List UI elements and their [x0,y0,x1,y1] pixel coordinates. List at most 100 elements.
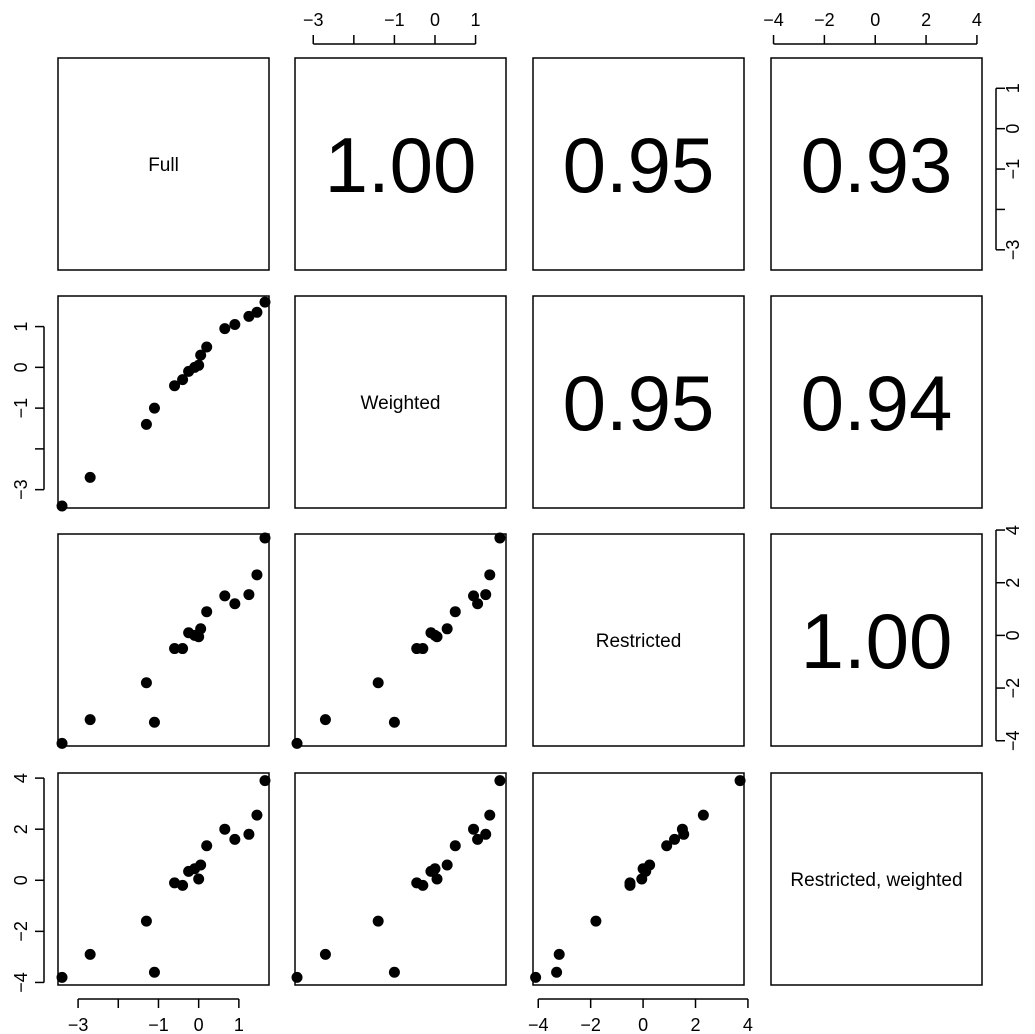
point-r3-c0-0 [56,971,68,983]
point-r3-c1-9 [441,859,453,871]
left-axis-restricted-weighted-tick-label-3: 2 [11,824,31,834]
correlation-r0-c2: 0.95 [563,121,715,209]
correlation-r1-c2: 0.95 [563,359,715,447]
point-r2-c1-1 [319,714,331,726]
point-r3-c1-3 [388,966,400,978]
left-axis-weighted-tick-label-3: 0 [11,362,31,372]
bottom-axis-restricted-tick-label-2: 0 [638,1015,648,1034]
point-r1-c0-12 [229,319,241,331]
point-r1-c0-9 [195,349,207,361]
panel-frame-r1-c1 [294,295,507,509]
point-r3-c2-9 [644,859,656,871]
panel-frame-r0-c0 [57,57,270,271]
right-axis-restricted-tick-label-1: −2 [1003,678,1023,699]
point-r2-c0-11 [219,590,231,602]
diagonal-label-restricted-weighted: Restricted, weighted [790,870,962,891]
bottom-axis-restricted-tick-label-3: 2 [691,1015,701,1034]
point-r2-c0-13 [243,589,255,601]
point-r3-c1-2 [372,915,384,927]
point-r3-c2-1 [553,948,565,960]
diagonal-label-full: Full [148,155,179,176]
point-r2-c1-2 [372,677,384,689]
right-axis-restricted-tick-label-3: 2 [1003,578,1023,588]
point-r1-c0-2 [140,418,152,430]
point-r1-c0-4 [169,380,181,392]
right-axis-full-tick-label-2: −1 [1003,159,1023,180]
top-axis-weighted-tick-label-0: −3 [303,10,324,30]
correlation-r1-c3: 0.94 [801,359,953,447]
panel-frame-r3-c3 [770,772,983,986]
top-axis-restricted-weighted-tick-label-0: −4 [763,10,784,30]
right-axis-full-tick-label-0: −3 [1003,240,1023,261]
correlation-r0-c1: 1.00 [325,121,477,209]
point-r3-c0-3 [148,966,160,978]
point-r1-c0-0 [56,500,68,512]
top-axis-weighted-tick-label-4: 1 [471,10,481,30]
point-r1-c0-15 [259,296,271,308]
point-r3-c2-0 [530,971,542,983]
right-axis-restricted-tick-label-4: 4 [1003,525,1023,535]
right-axis-restricted-tick-label-0: −4 [1003,730,1023,751]
panel-frame-r3-c2 [532,772,745,986]
panel-frame-r3-c1 [294,772,507,986]
panel-frame-r2-c2 [532,533,745,747]
point-r2-c0-10 [201,606,213,618]
right-axis-full-tick-label-4: 1 [1003,83,1023,93]
point-r2-c0-2 [140,677,152,689]
diagonal-label-weighted: Weighted [361,393,441,414]
point-r3-c0-5 [177,879,189,891]
point-r1-c0-10 [201,341,213,353]
point-r2-c1-3 [388,716,400,728]
point-r2-c0-4 [169,643,181,655]
point-r1-c0-1 [84,471,96,483]
point-r3-c2-14 [697,809,709,821]
point-r3-c2-12 [669,833,681,845]
bottom-axis-full-tick-label-2: −1 [148,1015,169,1034]
panel-frame-r1-c2 [532,295,745,509]
point-r2-c1-13 [480,589,492,601]
top-axis-weighted-tick-label-3: 0 [430,10,440,30]
bottom-axis-restricted-tick-label-4: 4 [743,1015,753,1034]
point-r2-c0-0 [56,737,68,749]
point-r3-c0-12 [229,833,241,845]
point-r2-c0-12 [229,598,241,610]
top-axis-restricted-weighted-tick-label-2: 0 [870,10,880,30]
correlation-r0-c3: 0.93 [801,121,953,209]
panel-frame-r1-c3 [770,295,983,509]
point-r3-c0-11 [219,823,231,835]
point-r3-c2-3 [551,966,563,978]
point-r2-c1-9 [441,623,453,635]
point-r2-c0-15 [259,532,271,544]
bottom-axis-full-tick-label-3: 0 [194,1015,204,1034]
bottom-axis-restricted-tick-label-1: −2 [580,1015,601,1034]
bottom-axis-full-tick-label-0: −3 [68,1015,89,1034]
bottom-axis-restricted-tick-label-0: −4 [528,1015,549,1034]
point-r3-c0-9 [195,859,207,871]
point-r3-c1-7 [429,863,441,875]
point-r3-c0-8 [193,873,205,885]
point-r1-c0-3 [148,402,160,414]
point-r3-c1-0 [291,971,303,983]
point-r2-c1-12 [472,598,484,610]
left-axis-restricted-weighted-tick-label-1: −2 [11,921,31,942]
point-r3-c2-2 [590,915,602,927]
left-axis-weighted-tick-label-4: 1 [11,322,31,332]
point-r2-c1-15 [494,532,506,544]
top-axis-restricted-weighted-tick-label-3: 2 [921,10,931,30]
point-r3-c2-10 [661,840,673,852]
point-r3-c1-10 [449,840,461,852]
point-r2-c0-1 [84,714,96,726]
point-r2-c1-5 [417,643,429,655]
panel-frame-r0-c3 [770,57,983,271]
bottom-axis-full-tick-label-4: 1 [234,1015,244,1034]
panel-frame-r0-c2 [532,57,745,271]
left-axis-restricted-weighted-tick-label-2: 0 [11,875,31,885]
panel-frame-r0-c1 [294,57,507,271]
point-r2-c1-8 [431,631,443,643]
point-r3-c2-13 [678,828,690,840]
point-r2-c1-14 [484,569,496,581]
point-r1-c0-5 [177,374,189,386]
left-axis-restricted-weighted-tick-label-0: −4 [11,972,31,993]
top-axis-restricted-weighted-tick-label-4: 4 [972,10,982,30]
